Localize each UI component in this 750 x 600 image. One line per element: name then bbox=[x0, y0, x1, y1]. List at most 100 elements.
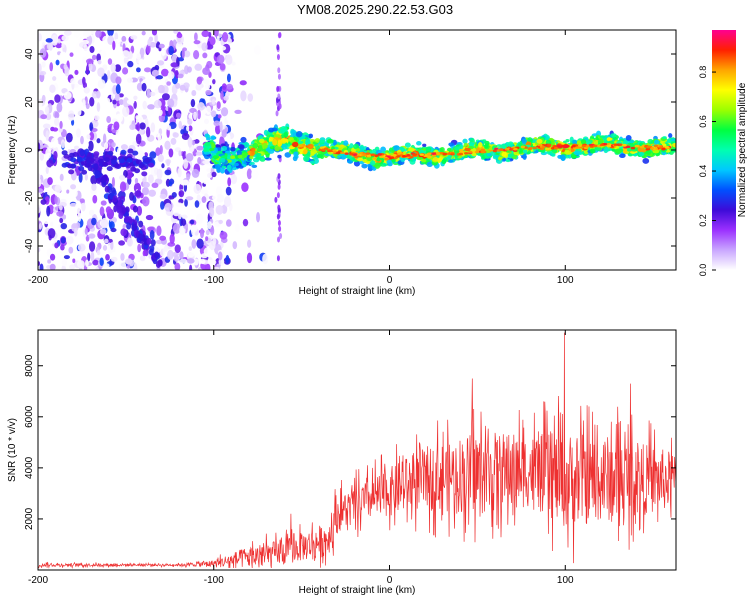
spectrogram-cell bbox=[619, 153, 626, 158]
spectrogram-cell bbox=[220, 90, 224, 100]
snr-xlabel: Height of straight line (km) bbox=[299, 585, 416, 596]
spectrogram-cell bbox=[104, 142, 109, 150]
spectrogram-cell bbox=[122, 67, 129, 75]
spectrogram-cell bbox=[41, 61, 46, 68]
spectrogram-cell bbox=[81, 169, 88, 175]
spectrogram-cell bbox=[87, 140, 94, 152]
spectrogram-cell bbox=[507, 153, 514, 158]
spectrogram-cell bbox=[599, 143, 604, 147]
spectrogram-cell bbox=[178, 78, 185, 85]
spectrogram-cell bbox=[316, 154, 323, 159]
spectrogram-cell bbox=[129, 124, 136, 130]
spectrogram-cell bbox=[133, 95, 138, 100]
spectrogram-cell bbox=[97, 79, 106, 89]
spectrogram-cell bbox=[139, 255, 146, 262]
spectrogram-cell bbox=[250, 151, 256, 156]
x-tick-label: -200 bbox=[28, 575, 48, 586]
spectrogram-cell bbox=[222, 43, 231, 54]
spectrogram-cell bbox=[501, 151, 507, 157]
spectrogram-cell bbox=[175, 202, 183, 208]
spectrogram-cell bbox=[606, 144, 612, 148]
spectrogram-cell bbox=[261, 142, 268, 149]
spectrogram-cell bbox=[148, 248, 154, 256]
spectrogram-cell bbox=[159, 235, 167, 241]
spectrogram-cell bbox=[185, 196, 194, 201]
spectrogram-cell bbox=[81, 202, 86, 212]
spectrogram-cell bbox=[177, 73, 184, 79]
spectrogram-cell bbox=[91, 54, 97, 61]
spectrogram-cell bbox=[106, 166, 113, 172]
spectrogram-cell bbox=[60, 244, 65, 251]
spectrogram-cell bbox=[212, 78, 216, 85]
spectrogram-cell bbox=[46, 190, 54, 196]
y-tick-label: -40 bbox=[24, 238, 35, 253]
spectrogram-cell bbox=[186, 258, 195, 264]
spectrogram-cell bbox=[215, 204, 224, 215]
spectrogram-cell bbox=[384, 157, 389, 161]
spectrogram-cell bbox=[419, 153, 424, 156]
spectrogram-cell bbox=[251, 169, 259, 180]
spectrogram-cell bbox=[50, 165, 57, 172]
spectrogram-cell bbox=[112, 40, 116, 51]
spectrogram-cell bbox=[93, 151, 100, 157]
spectrogram-cell bbox=[158, 43, 165, 49]
spectrogram-cell bbox=[70, 78, 76, 85]
spectrogram-cell bbox=[216, 54, 225, 64]
spectrogram-cell bbox=[447, 159, 454, 163]
spectrogram-cell bbox=[173, 212, 180, 217]
spectrogram-cell bbox=[122, 97, 130, 108]
spectrogram-cell bbox=[183, 158, 189, 170]
spectrogram-cell bbox=[179, 251, 184, 260]
spectrogram-cell bbox=[82, 82, 87, 89]
spectrogram-cell bbox=[380, 163, 387, 167]
spectrogram-cell bbox=[276, 192, 280, 199]
spectrogram-cell bbox=[92, 259, 99, 266]
spectrogram-cell bbox=[580, 139, 587, 145]
spectrogram-cell bbox=[61, 265, 66, 270]
spectrogram-cell bbox=[284, 152, 292, 158]
spectrogram-cell bbox=[210, 226, 215, 236]
spectrogram-cell bbox=[528, 146, 533, 150]
spectrogram-cell bbox=[165, 39, 170, 48]
spectrogram-cell bbox=[670, 138, 676, 142]
spectrogram-cell bbox=[293, 151, 299, 158]
spectrogram-cell bbox=[183, 50, 191, 58]
spectrogram-cell bbox=[144, 118, 149, 129]
spectrogram-cell bbox=[73, 228, 78, 237]
spectrogram-cell bbox=[379, 155, 384, 159]
spectrogram-cell bbox=[66, 189, 70, 194]
spectrogram-cell bbox=[175, 82, 181, 89]
spectrogram-cell bbox=[276, 213, 280, 220]
spectrogram-cell bbox=[347, 160, 353, 164]
spectrogram-cell bbox=[54, 94, 61, 103]
spectrogram-cell bbox=[142, 181, 150, 188]
spectrogram-cell bbox=[195, 83, 202, 91]
spectrogram-cell bbox=[44, 30, 49, 40]
spectrogram-cell bbox=[74, 69, 79, 75]
spectrogram-cell bbox=[226, 164, 232, 172]
spectrogram-cell bbox=[401, 155, 407, 158]
spectrogram-cell bbox=[117, 199, 123, 207]
spectrogram-cell bbox=[85, 50, 91, 58]
spectrogram-cell bbox=[195, 213, 204, 224]
spectrogram-cell bbox=[277, 220, 281, 227]
spectrogram-cell bbox=[126, 99, 135, 105]
spectrogram-cell bbox=[59, 120, 63, 129]
spectrogram-cell bbox=[102, 244, 108, 251]
spectrogram-cell bbox=[203, 247, 212, 256]
spectrogram-cell bbox=[110, 256, 118, 262]
spectrogram-cell bbox=[81, 119, 90, 128]
spectrogram-cell bbox=[164, 140, 171, 150]
spectrogram-cell bbox=[88, 233, 96, 239]
spectrogram-cell bbox=[401, 148, 407, 152]
spectrogram-cell bbox=[307, 143, 314, 150]
spectrogram-cell bbox=[277, 73, 281, 80]
spectrogram-cell bbox=[39, 151, 45, 161]
spectrogram-cell bbox=[44, 106, 50, 115]
spectrogram-cell bbox=[222, 32, 229, 43]
spectrogram-cell bbox=[560, 154, 566, 162]
spectrogram-cell bbox=[276, 53, 280, 60]
spectrogram-cell bbox=[112, 99, 117, 105]
spectrogram-cell bbox=[522, 153, 527, 160]
spectrogram-cell bbox=[122, 50, 130, 58]
